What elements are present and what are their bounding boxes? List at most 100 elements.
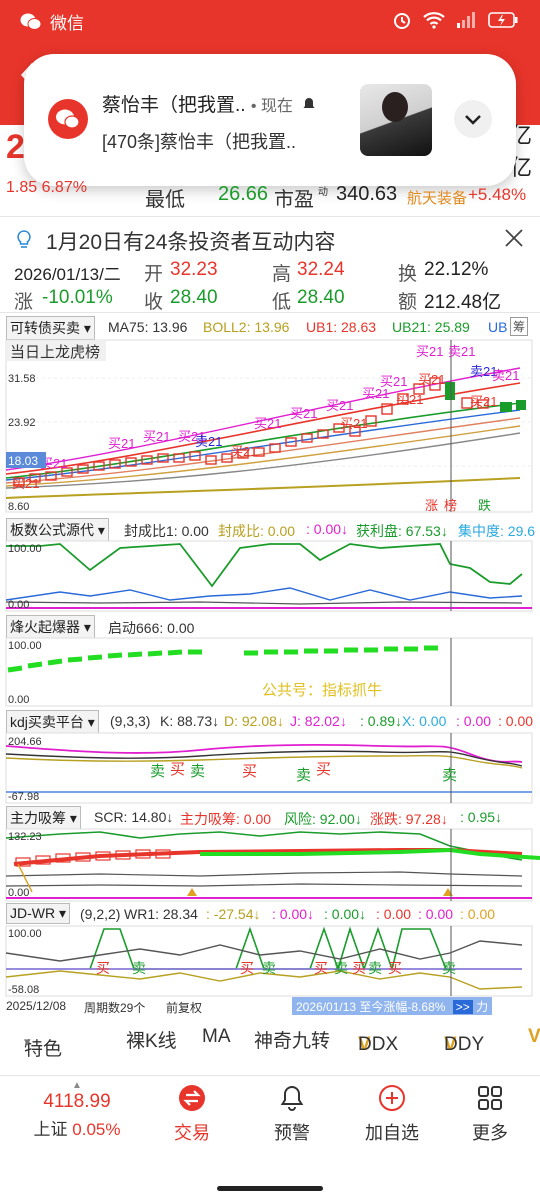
divider [0,312,540,313]
panel3-chart[interactable]: 卖 买 卖 买 卖 买 卖 204.66 -67.98 [0,732,540,804]
ub-value: UB [488,319,508,335]
bell-icon [280,1085,304,1111]
tab-ma[interactable]: MA [202,1026,231,1047]
panel5-chart[interactable]: 买 卖 买 卖 买 卖 买 卖 买 卖 100.00 -58.08 [0,925,540,997]
low-value: 26.66 [218,183,269,205]
status-bar: 微信 [0,0,540,40]
wifi-icon [423,12,445,29]
tab-naked-kline[interactable]: 裸K线 [126,1031,177,1052]
signal-icon [457,12,475,28]
home-indicator[interactable] [217,1186,323,1191]
close-icon[interactable] [503,227,525,249]
svg-text:卖: 卖 [132,960,146,976]
svg-text:卖: 卖 [150,763,165,780]
wechat-app-icon [48,99,88,139]
panel4-name: 主力吸筹 [10,810,66,826]
panel4-updown: 涨跌: 97.28↓ [370,811,448,827]
panel4-selector[interactable]: 主力吸筹 ▾ [6,806,81,830]
tab-ddy-label: DDY [444,1034,485,1055]
main-kline-chart[interactable]: 买21 买21 买21 买21 买21 卖21 买21 买21 买21 买21 … [0,338,540,514]
svg-text:买21: 买21 [254,416,281,431]
panel5-selector[interactable]: JD-WR ▾ [6,903,71,924]
panel3-name: kdj买卖平台 [10,714,84,730]
amount-label: 额 [398,292,418,313]
investor-interaction-bar[interactable]: 1月20日有24条投资者互动内容 [0,220,540,258]
indicator-tabs: 特色 ▾ 裸K线 MA 神奇九转 V DDX V DDY V [24,1026,540,1060]
limit-down-marker: 跌 [478,498,491,513]
svg-text:卖: 卖 [296,767,311,784]
start-date: 2025/12/08 [6,999,67,1013]
nav-trade[interactable]: 交易 [152,1084,232,1145]
svg-text:买21: 买21 [396,392,423,407]
svg-text:买: 买 [240,960,254,976]
svg-text:卖: 卖 [334,960,348,976]
panel3-k: K: 88.73↓ [160,713,220,729]
status-app-name: 微信 [50,14,84,33]
y-label-bottom: 8.60 [8,501,29,513]
panel3-selector[interactable]: kdj买卖平台 ▾ [6,710,99,734]
panel4-f1: : 0.95↓ [460,809,503,825]
nav-more-label: 更多 [472,1123,508,1143]
panel5-f2: : 0.00↓ [272,906,315,922]
svg-text:买21: 买21 [40,456,67,471]
range-change[interactable]: 2026/01/13 至今涨幅-8.68% >> 力 [292,997,493,1015]
panel2-selector[interactable]: 烽火起爆器 ▾ [6,615,95,639]
svg-text:买21: 买21 [418,372,445,387]
panel4-chart[interactable]: 132.23 0.00 [0,828,540,902]
current-candle [445,382,455,400]
main-indicator-selector[interactable]: 可转债买卖 ▾ [6,316,95,340]
svg-text:买21: 买21 [362,386,389,401]
panel1-selector[interactable]: 板数公式源代 ▾ [6,518,109,542]
chip-badge[interactable]: 筹 [510,317,529,336]
panel2-f1: 启动666: 0.00 [108,620,195,636]
panel4-legend: 主力吸筹 ▾ SCR: 14.80↓ 主力吸筹: 0.00 风险: 92.00↓… [0,806,540,830]
tab-magic-nine[interactable]: 神奇九转 [254,1031,331,1052]
index-value: 4118.99 [43,1091,111,1112]
high-label: 高 [272,264,292,285]
expand-button[interactable] [454,100,492,138]
sector-name[interactable]: 航天装备 [407,190,468,207]
dragon-tiger-label: 当日上龙虎榜 [10,344,100,361]
panel4-y-top: 132.23 [8,831,42,843]
range-button[interactable]: >> [452,1000,473,1014]
vip-icon: V [358,1034,371,1055]
boll2-value: BOLL2: 13.96 [203,319,290,335]
panel2-chart[interactable]: 100.00 0.00 公共号：指标抓牛 [0,637,540,707]
svg-text:买: 买 [314,960,328,976]
low-label: 最低 [145,189,185,211]
notification-banner[interactable]: 蔡怡丰（把我置.. • 现在 [470条]蔡怡丰（把我置.. [24,54,516,186]
range-tail: 力 [476,1000,489,1014]
panel1-f5: 集中度: 29.6 [458,523,536,539]
y-label-top: 31.58 [8,373,36,385]
svg-text:买: 买 [316,761,331,778]
battery-icon [488,12,518,28]
notification-body: [470条]蔡怡丰（把我置.. [102,132,297,152]
panel1-chart[interactable]: 100.00 0.00 [0,540,540,612]
close-value: 28.40 [170,287,218,308]
panel4-y-bottom: 0.00 [8,887,29,899]
main-chart-legend: 可转债买卖 ▾ MA75: 13.96 BOLL2: 13.96 UB1: 28… [0,316,540,340]
svg-text:卖21: 卖21 [448,344,475,359]
nav-alert[interactable]: 预警 [252,1084,332,1145]
panel5-wr1: WR1: 28.34 [124,906,198,922]
index-ticker[interactable]: ▲ 4118.99 上证 0.05% [22,1080,132,1140]
svg-text:买: 买 [388,960,402,976]
nav-more[interactable]: 更多 [450,1084,530,1145]
ub1-value: UB1: 28.63 [306,319,377,335]
svg-text:买21: 买21 [143,429,170,444]
svg-text:买21: 买21 [230,444,257,459]
divider [0,216,540,217]
adjust-mode[interactable]: 前复权 [166,1001,203,1015]
panel3-signals: 卖 买 卖 买 卖 买 卖 [150,761,457,784]
notification-avatar [360,84,432,156]
panel2-y-top: 100.00 [8,640,42,652]
svg-text:卖: 卖 [368,960,382,976]
interaction-text[interactable]: 1月20日有24条投资者互动内容 [46,231,336,254]
svg-text:买21: 买21 [178,429,205,444]
panel5-f4: : 0.00 [376,906,412,922]
svg-text:卖21: 卖21 [470,364,497,379]
nav-add-watchlist[interactable]: 加自选 [352,1084,432,1145]
svg-text:买21: 买21 [340,416,367,431]
range-text: 2026/01/13 至今涨幅-8.68% [296,1000,446,1014]
change-value: -10.01% [42,287,113,308]
